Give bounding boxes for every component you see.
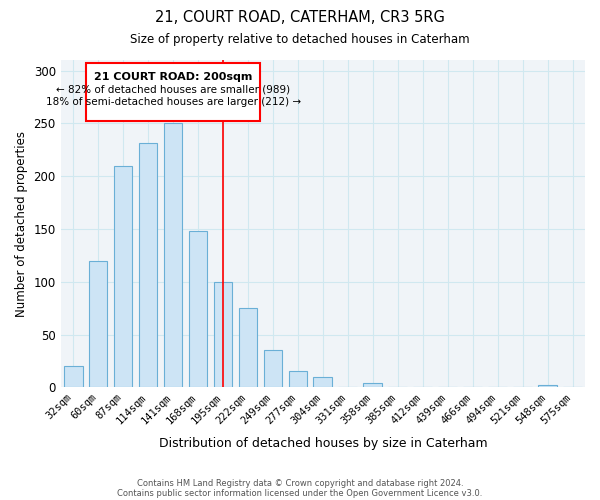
Bar xyxy=(64,366,83,388)
Y-axis label: Number of detached properties: Number of detached properties xyxy=(15,130,28,316)
Text: 21, COURT ROAD, CATERHAM, CR3 5RG: 21, COURT ROAD, CATERHAM, CR3 5RG xyxy=(155,10,445,25)
Bar xyxy=(188,231,208,388)
Bar xyxy=(289,370,307,388)
Bar xyxy=(114,166,133,388)
Bar xyxy=(263,350,282,388)
Text: 21 COURT ROAD: 200sqm: 21 COURT ROAD: 200sqm xyxy=(94,72,253,82)
Text: ← 82% of detached houses are smaller (989): ← 82% of detached houses are smaller (98… xyxy=(56,84,290,94)
Text: Contains HM Land Registry data © Crown copyright and database right 2024.: Contains HM Land Registry data © Crown c… xyxy=(137,478,463,488)
Text: Contains public sector information licensed under the Open Government Licence v3: Contains public sector information licen… xyxy=(118,488,482,498)
X-axis label: Distribution of detached houses by size in Caterham: Distribution of detached houses by size … xyxy=(158,437,487,450)
Bar xyxy=(538,386,557,388)
Bar xyxy=(313,377,332,388)
FancyBboxPatch shape xyxy=(86,63,260,122)
Text: Size of property relative to detached houses in Caterham: Size of property relative to detached ho… xyxy=(130,32,470,46)
Bar xyxy=(239,308,257,388)
Bar xyxy=(364,383,382,388)
Bar xyxy=(139,144,157,388)
Bar xyxy=(214,282,232,388)
Bar xyxy=(89,260,107,388)
Bar xyxy=(164,124,182,388)
Text: 18% of semi-detached houses are larger (212) →: 18% of semi-detached houses are larger (… xyxy=(46,97,301,107)
